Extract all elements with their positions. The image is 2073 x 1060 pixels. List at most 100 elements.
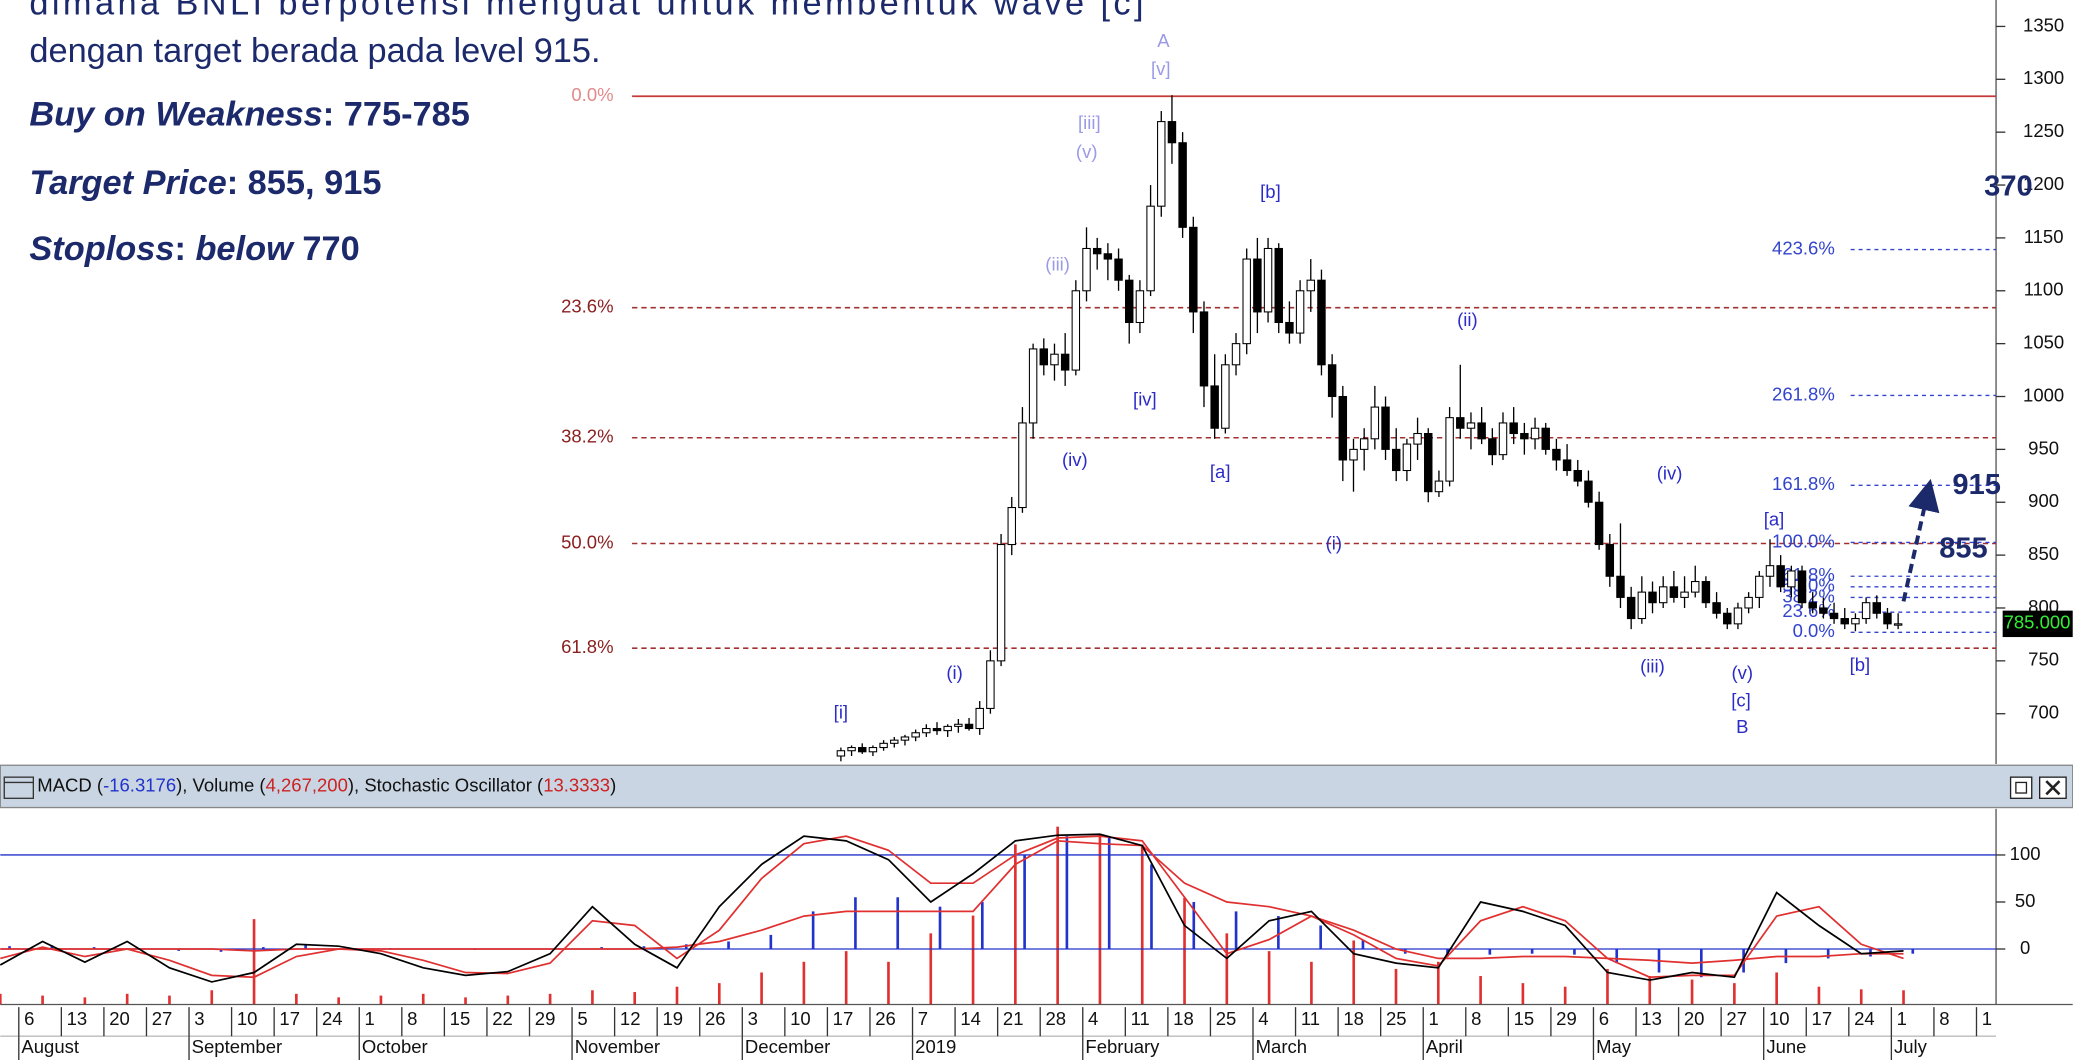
day-label: 14 [960,1008,981,1029]
volume-bar [929,933,933,1005]
day-label: 1 [365,1008,375,1029]
day-label: 3 [194,1008,204,1029]
candle-body [847,747,856,752]
day-label: 17 [833,1008,854,1029]
candle-body [1562,459,1572,472]
candle-body [932,727,942,732]
indicator-header [0,764,2073,809]
macd-histogram-bar [938,906,942,950]
macd-histogram-bar [600,947,603,950]
day-label: 26 [705,1008,726,1029]
macd-histogram-bar [642,946,646,950]
intro-line: dimana BNLI berpotensi menguat untuk mem… [29,0,1143,22]
volume-bar [464,997,467,1005]
candle-body [1530,427,1540,440]
candle-body [1306,279,1316,292]
day-label: 18 [1173,1008,1194,1029]
candle-body [1359,438,1369,450]
volume-bar [421,993,425,1005]
day-label: 24 [1854,1008,1875,1029]
day-label: 15 [1514,1008,1535,1029]
day-label: 12 [620,1008,641,1029]
volume-bar [971,915,975,1005]
day-label: 10 [790,1008,811,1029]
volume-bar [1394,968,1398,1005]
candle-body [1114,258,1123,281]
macd-histogram-bar [1488,949,1492,955]
macd-histogram-bar [1192,901,1196,950]
candle-body [1498,422,1508,456]
month-label: August [21,1036,79,1057]
y-tick-label: 1050 [2023,332,2064,353]
macd-histogram-bar [1234,911,1238,950]
candle-body [1787,570,1796,588]
day-label: 11 [1131,1008,1150,1029]
macd-histogram-bar [1150,864,1153,950]
volume-bar [1733,983,1736,1005]
wave-label: (v) [1076,141,1098,162]
y-tick-label: 1000 [2023,384,2064,405]
candle-body [1157,121,1166,207]
macd-histogram-bar [177,949,181,951]
volume-bar [295,993,298,1005]
target-label: 915 [1952,469,2001,501]
candle-body [1071,290,1081,371]
day-label: 10 [1769,1008,1790,1029]
candle-body [1167,121,1177,144]
day-label: 5 [577,1008,587,1029]
macd-histogram-bar [304,945,307,950]
candle-body [1626,596,1636,620]
fib-extension-label: 423.6% [1772,237,1835,258]
volume-bar [802,961,806,1005]
note-label: 370 [1984,170,2033,202]
macd-histogram-bar [1361,939,1365,950]
day-label: 26 [875,1008,896,1029]
candle-body [1381,406,1390,450]
macd-histogram-bar [1742,949,1745,973]
maximize-button[interactable] [2009,776,2033,799]
candle-body [1039,348,1049,366]
buy-on-weakness: Buy on Weakness: 775-785 [29,95,470,133]
candle-body [858,747,867,753]
candle-body [1253,258,1262,313]
volume-bar [1056,826,1059,1005]
candle-body [1210,385,1219,429]
wave-label: (iii) [1045,254,1070,275]
candle-body [1477,422,1486,440]
volume-bar [337,997,340,1005]
day-label: 27 [152,1008,173,1029]
candle-body [1733,607,1743,625]
candle-body [1092,247,1102,255]
candle-body [1520,432,1529,440]
volume-bar [1267,951,1271,1005]
volume-bar [717,983,721,1005]
indicator-tick-label: 100 [2010,843,2041,864]
wave-label: B [1736,716,1748,737]
y-tick-label: 750 [2028,649,2059,670]
day-label: 13 [67,1008,88,1029]
day-label: 29 [535,1008,556,1029]
day-label: 13 [1641,1008,1662,1029]
candle-body [1605,544,1615,577]
macd-histogram-bar [1319,925,1322,950]
month-label: March [1256,1036,1307,1057]
wave-label: A [1157,30,1170,51]
panel-icon [3,776,34,799]
day-label: 6 [24,1008,34,1029]
stochastic-d-line [0,835,1904,979]
volume-bar [379,995,383,1005]
candle-body [1295,290,1305,334]
month-label: October [362,1036,428,1057]
candle-body [1680,591,1689,598]
macd-histogram-bar [92,947,96,950]
day-label: 6 [1599,1008,1609,1029]
candle-body [1221,364,1230,429]
indicator-tick-label: 0 [2020,937,2030,958]
volume-bar [591,990,594,1005]
candle-body [879,742,888,749]
indicator-panel: 0 50 100 [0,826,2041,1005]
volume-bar [1521,983,1525,1005]
y-tick-label: 1200 [2023,173,2064,194]
price-panel: 0.0%23.6%38.2%50.0%61.8%423.6%261.8%161.… [561,84,1997,762]
volume-bar [210,990,214,1005]
